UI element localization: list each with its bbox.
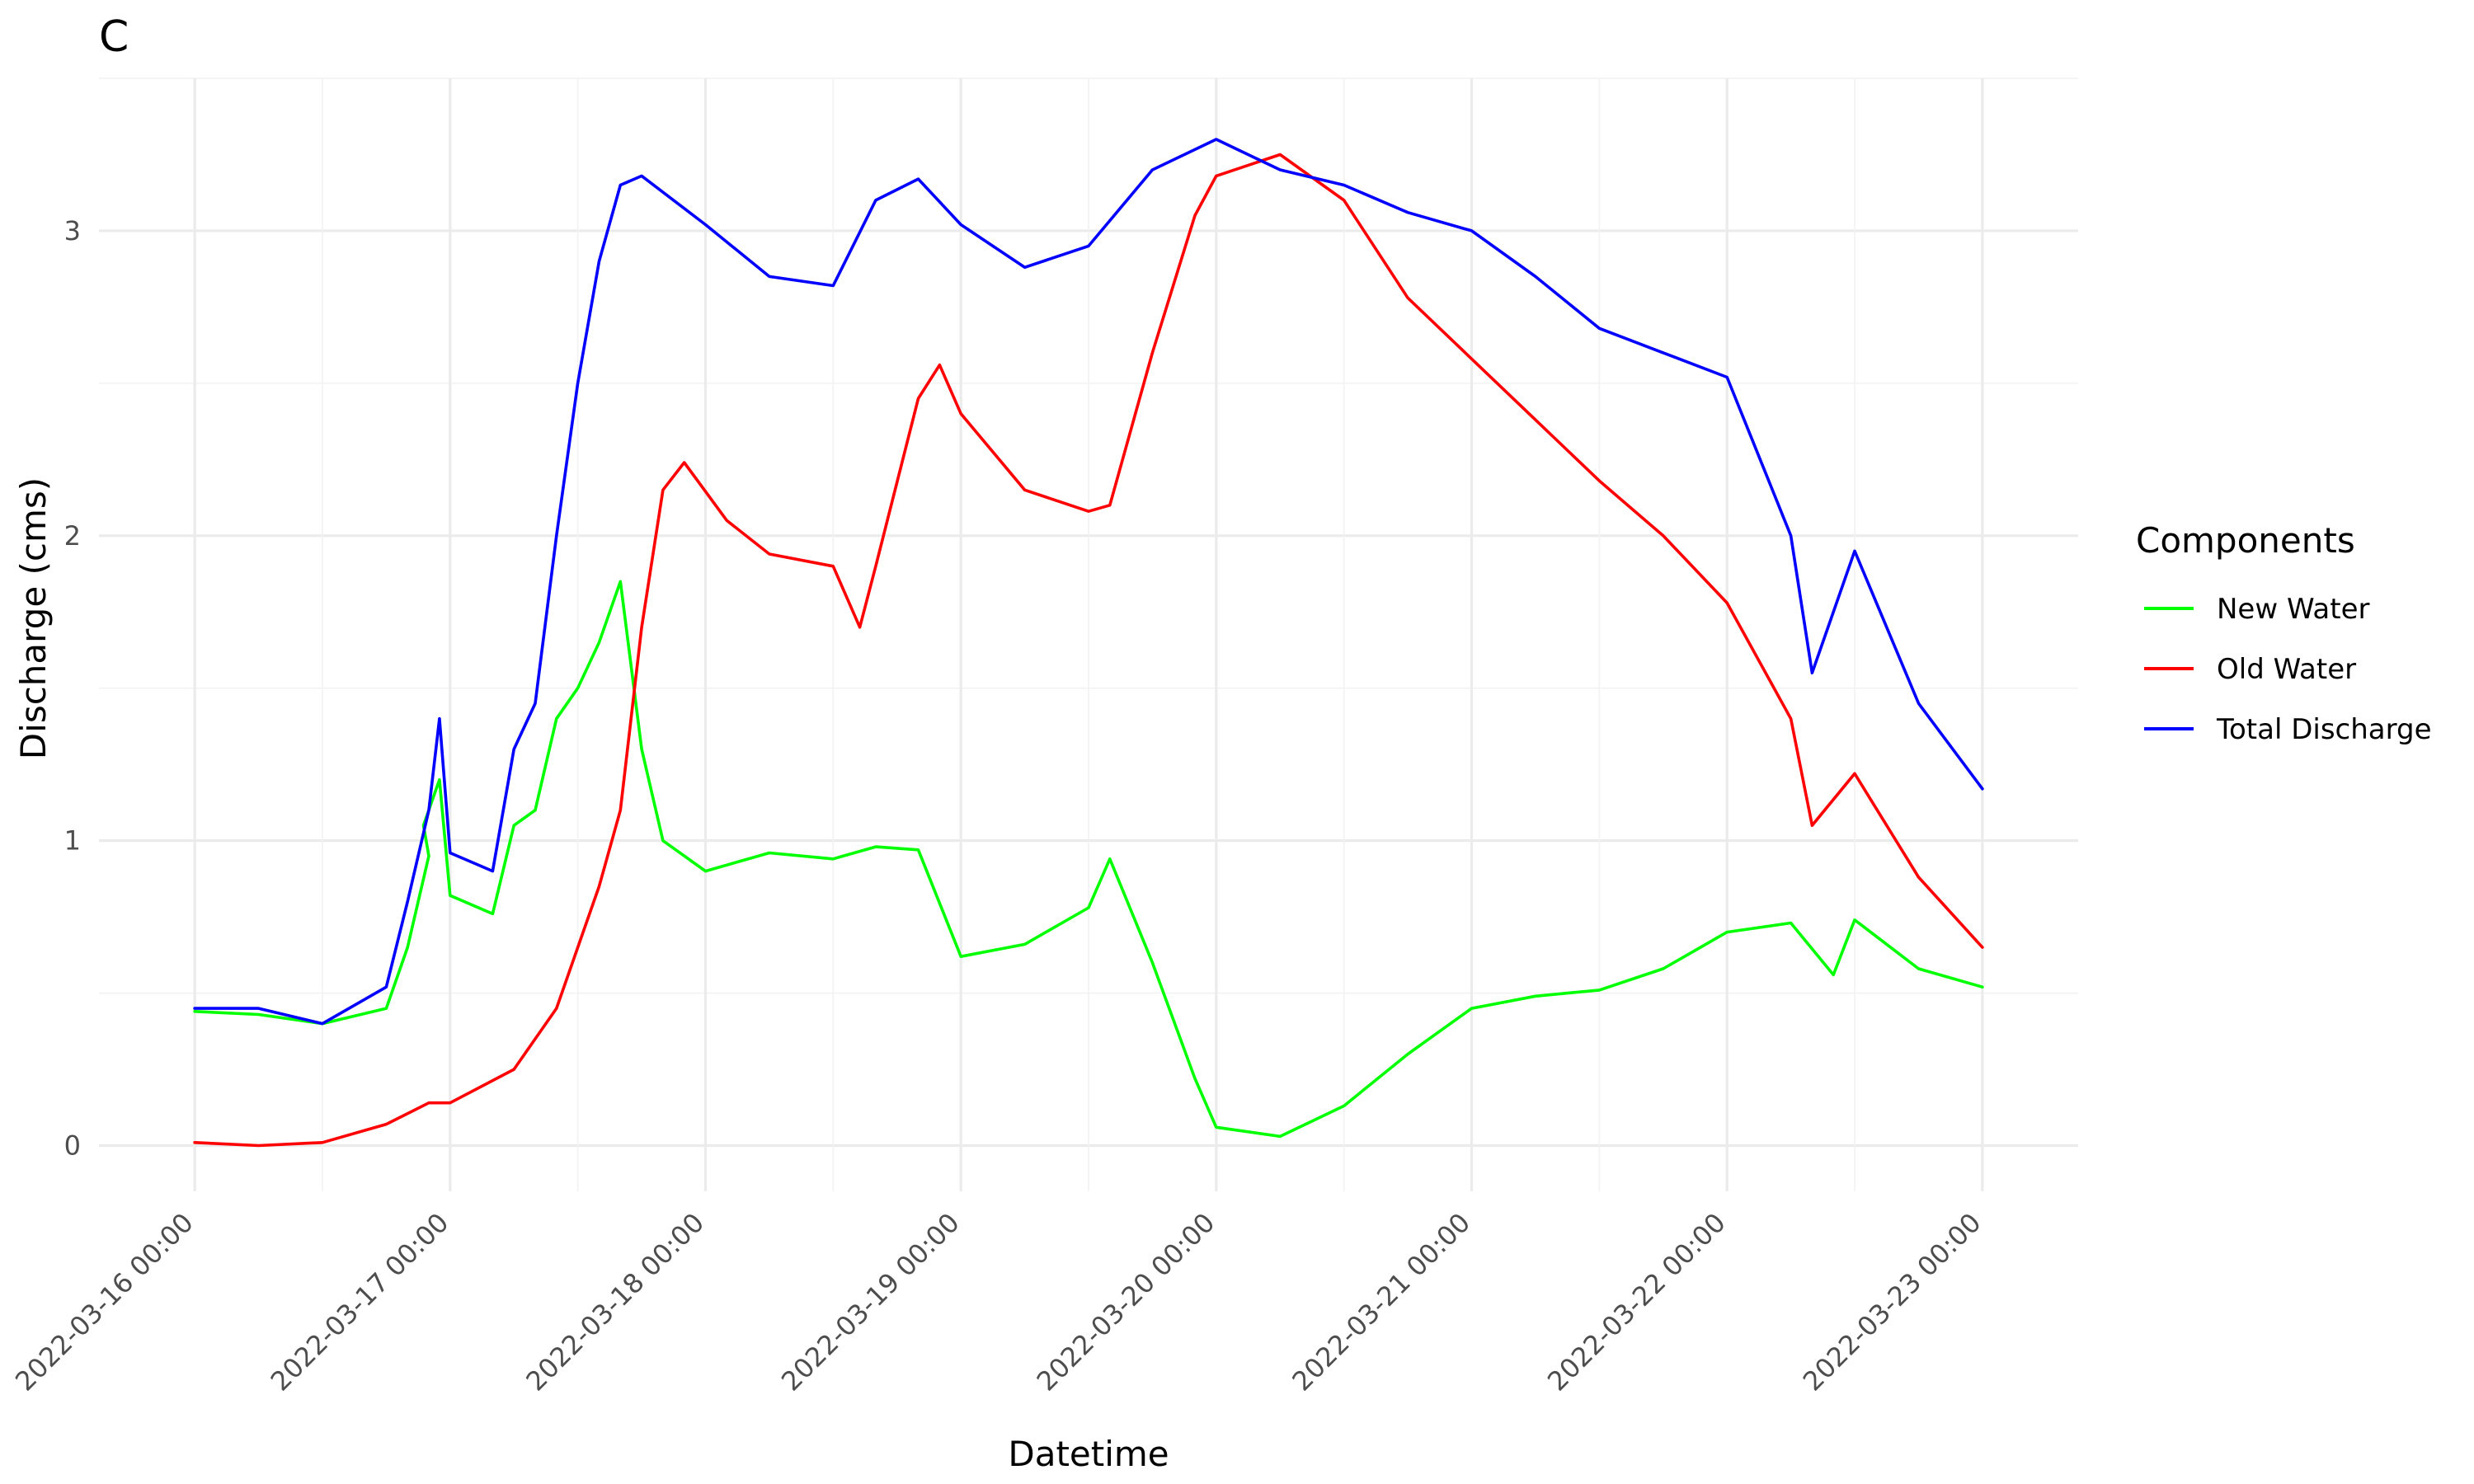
legend: Components New Water Old Water Total Disch…	[2136, 520, 2432, 746]
series-line-new-water	[193, 580, 1984, 1139]
legend-label: New Water	[2217, 593, 2369, 626]
plot-series	[193, 138, 1984, 1148]
y-tick-label: 3	[64, 215, 81, 247]
plot-grid	[99, 77, 2078, 1191]
y-tick-label: 1	[64, 825, 81, 857]
x-tick-label: 2022-03-23 00:00	[1797, 1207, 1987, 1397]
x-axis-ticks: 2022-03-16 00:00 2022-03-17 00:00 2022-03-…	[9, 1207, 1987, 1397]
legend-label: Total Discharge	[2216, 713, 2432, 746]
x-tick-label: 2022-03-21 00:00	[1286, 1207, 1476, 1397]
series-line-old-water	[193, 153, 1984, 1148]
y-axis-title: Discharge (cms)	[13, 477, 54, 759]
chart-title: C	[99, 12, 129, 62]
x-tick-label: 2022-03-18 00:00	[520, 1207, 710, 1397]
y-tick-label: 2	[64, 520, 81, 552]
x-axis-title: Datetime	[1008, 1434, 1169, 1474]
x-tick-label: 2022-03-16 00:00	[9, 1207, 200, 1397]
series-line-total-discharge	[193, 138, 1984, 1026]
legend-title: Components	[2136, 520, 2355, 561]
y-tick-label: 0	[64, 1130, 81, 1162]
x-tick-label: 2022-03-22 00:00	[1541, 1207, 1732, 1397]
x-tick-label: 2022-03-20 00:00	[1031, 1207, 1221, 1397]
x-tick-label: 2022-03-17 00:00	[265, 1207, 455, 1397]
x-tick-label: 2022-03-19 00:00	[775, 1207, 966, 1397]
y-axis-ticks: 0 1 2 3	[64, 215, 81, 1162]
legend-label: Old Water	[2217, 653, 2356, 686]
